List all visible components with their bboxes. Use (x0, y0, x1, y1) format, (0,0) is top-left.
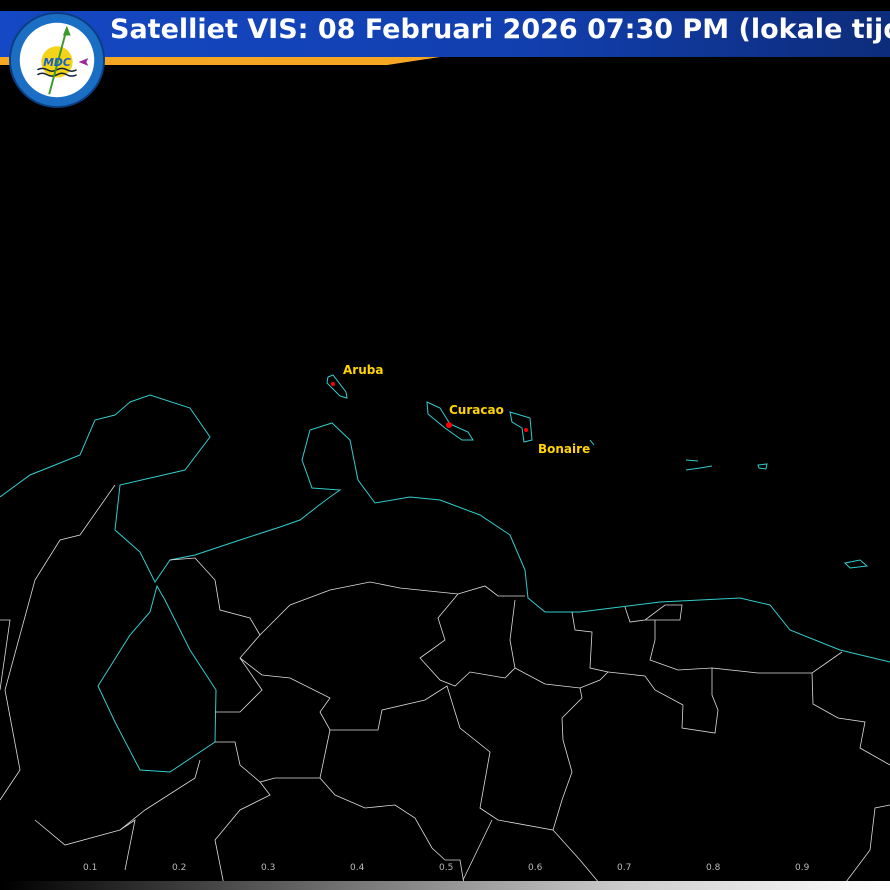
coastline-mainland (0, 394, 890, 663)
island-small (685, 465, 713, 471)
mdc-logo: MDC (8, 11, 106, 109)
scale-tick: 0.6 (528, 863, 543, 873)
island-small (757, 463, 768, 470)
brightness-scale-bar (4, 881, 890, 890)
scale-tick: 0.4 (350, 863, 365, 873)
scale-tick: 0.9 (795, 863, 810, 873)
scale-tick: 0.3 (261, 863, 276, 873)
city-marker-bonaire (524, 428, 528, 432)
label-curacao: Curacao (449, 403, 504, 417)
island-aruba (326, 374, 348, 399)
island-small (589, 439, 595, 446)
scale-tick: 0.8 (706, 863, 721, 873)
borders (0, 484, 890, 890)
logo-mdc-text: MDC (43, 56, 71, 69)
scale-tick: 0.7 (617, 863, 632, 873)
island-small (843, 559, 869, 569)
coastline-lake-maracaibo (97, 584, 217, 773)
scale-tick: 0.5 (439, 863, 454, 873)
header-bar (0, 11, 890, 57)
label-aruba: Aruba (343, 363, 384, 377)
page-title: Satelliet VIS: 08 Februari 2026 07:30 PM… (110, 14, 890, 45)
island-small (685, 459, 699, 462)
header-accent-stripe (0, 57, 440, 65)
scale-tick: 0.1 (83, 863, 98, 873)
island-curacao (426, 401, 474, 441)
city-marker-curacao (446, 422, 452, 428)
label-bonaire: Bonaire (538, 442, 591, 456)
city-marker-aruba (331, 382, 335, 386)
island-bonaire (509, 411, 533, 443)
scale-tick: 0.2 (172, 863, 187, 873)
